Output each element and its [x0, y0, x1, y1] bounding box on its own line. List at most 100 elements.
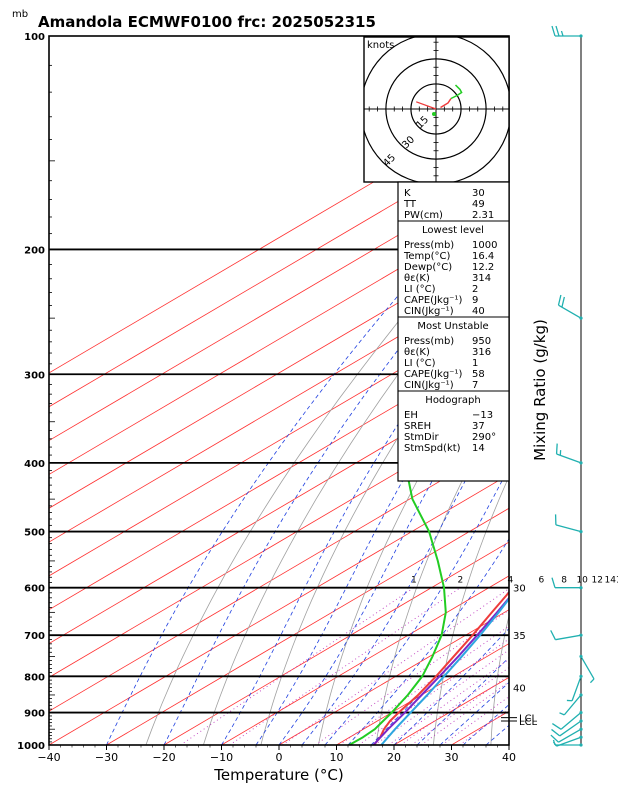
- mixing-ratio-line: [459, 708, 509, 745]
- isotherm-line: [49, 473, 509, 745]
- wind-barb-shaft: [556, 736, 582, 747]
- index-label: StmSpd(kt): [404, 443, 461, 454]
- wind-barb-station: [579, 529, 583, 534]
- hodograph-units: knots: [367, 40, 394, 51]
- wind-barb-shaft: [555, 524, 582, 533]
- wind-barb-shaft: [563, 694, 582, 716]
- index-label: LI (°C): [404, 358, 436, 369]
- hodograph-point: [432, 112, 436, 116]
- index-value: 290°: [472, 432, 496, 443]
- x-axis-tick-label: 20: [387, 751, 401, 764]
- wind-barb-station: [579, 727, 583, 731]
- wind-barb-station: [579, 461, 583, 465]
- mixing-ratio-line: [420, 681, 509, 745]
- isotherm-line: [106, 507, 509, 745]
- isotherm-line: [49, 271, 509, 543]
- wind-barb-half: [559, 712, 565, 716]
- dry-adiabat-line: [433, 475, 509, 745]
- wind-barb-half: [560, 30, 564, 37]
- wind-barb-station: [579, 34, 583, 38]
- isotherm-line: [221, 575, 509, 745]
- index-label: EH: [404, 410, 418, 421]
- index-value: 316: [472, 347, 491, 358]
- wind-barb-flag: [555, 25, 560, 37]
- wind-barb-flag: [555, 443, 558, 455]
- index-value: 314: [472, 273, 491, 284]
- mixing-ratio-label: 4: [508, 576, 514, 586]
- wind-barb: [551, 710, 583, 730]
- index-label: SREH: [404, 421, 431, 432]
- lcl-label: LCL: [519, 714, 538, 725]
- wind-barb: [550, 727, 583, 743]
- isotherm-line: [49, 406, 509, 678]
- mixing-ratio-label: 16: [616, 576, 618, 586]
- wind-barb-station: [579, 654, 583, 659]
- mixing-ratio-line: [400, 667, 509, 745]
- x-axis-tick-label: 30: [445, 751, 459, 764]
- wind-barb-half: [552, 741, 558, 747]
- wind-barb-flag: [557, 294, 562, 306]
- index-value: 12.2: [472, 262, 494, 273]
- wind-barb-shaft: [555, 634, 582, 641]
- x-axis-label: Temperature (°C): [213, 766, 343, 784]
- isotherm-line: [49, 203, 509, 475]
- index-label: Temp(°C): [403, 251, 451, 262]
- index-label: StmDir: [404, 432, 439, 443]
- index-value: 37: [472, 421, 485, 432]
- index-value: 950: [472, 336, 491, 347]
- index-value: 49: [472, 199, 485, 210]
- pressure-tick-label: 200: [24, 245, 45, 256]
- index-value: 1: [472, 358, 478, 369]
- theta-e-label: 40: [513, 684, 526, 695]
- sounding-profiles: [348, 369, 509, 745]
- wind-barb-flag: [551, 728, 561, 737]
- moist-adiabat-line: [221, 268, 509, 745]
- pressure-unit-label: mb: [12, 9, 28, 20]
- mixing-ratio-axis-label: Mixing Ratio (g/kg): [531, 319, 549, 461]
- wind-barb-flag: [550, 630, 556, 640]
- index-label: LI (°C): [404, 284, 436, 295]
- wind-barb-shaft: [556, 453, 582, 464]
- wind-barb-flag: [551, 25, 556, 37]
- index-value: 16.4: [472, 251, 494, 262]
- index-label: PW(cm): [404, 210, 443, 221]
- mixing-ratio-line: [339, 625, 509, 745]
- indices-section-title: Hodograph: [425, 395, 480, 406]
- theta-e-label: 30: [513, 584, 526, 595]
- wind-barb: [551, 719, 583, 737]
- x-axis-tick-label: −20: [152, 751, 175, 764]
- isotherm-line: [163, 541, 509, 745]
- x-axis-tick-label: −10: [210, 751, 233, 764]
- background-lines: [49, 36, 618, 745]
- parcel-profile: [372, 596, 509, 745]
- index-label: CIN(Jkg⁻¹): [404, 306, 454, 317]
- index-label: Dewp(°C): [404, 262, 452, 273]
- wind-barb-station: [579, 719, 583, 723]
- mixing-ratio-line: [180, 587, 415, 745]
- wind-barb: [579, 654, 595, 684]
- mixing-ratio-label: 2: [458, 576, 464, 586]
- wind-barb: [554, 514, 583, 534]
- wind-barb: [551, 25, 583, 38]
- wind-barb-flag: [551, 722, 562, 730]
- indices-frame: [397, 181, 510, 482]
- index-label: Press(mb): [404, 240, 454, 251]
- wind-barb: [551, 577, 583, 590]
- lcl-label: LCL: [519, 717, 538, 728]
- wind-barb-shaft: [560, 712, 582, 730]
- temperature-profile: [373, 590, 509, 745]
- wind-barb: [566, 674, 583, 702]
- dry-adiabat-line: [605, 36, 618, 745]
- moist-adiabat-line: [324, 466, 509, 745]
- wind-barb-station: [579, 743, 583, 747]
- mixing-ratio-line: [374, 649, 509, 745]
- wind-barb-station: [579, 316, 583, 320]
- moist-adiabat-line: [301, 401, 509, 745]
- moist-adiabat-line: [393, 627, 509, 745]
- wind-barb-station: [579, 674, 583, 678]
- mixing-ratio-label: 12: [592, 576, 603, 586]
- index-value: 40: [472, 306, 485, 317]
- pressure-tick-label: 900: [24, 709, 45, 720]
- dewpoint-profile: [348, 369, 509, 745]
